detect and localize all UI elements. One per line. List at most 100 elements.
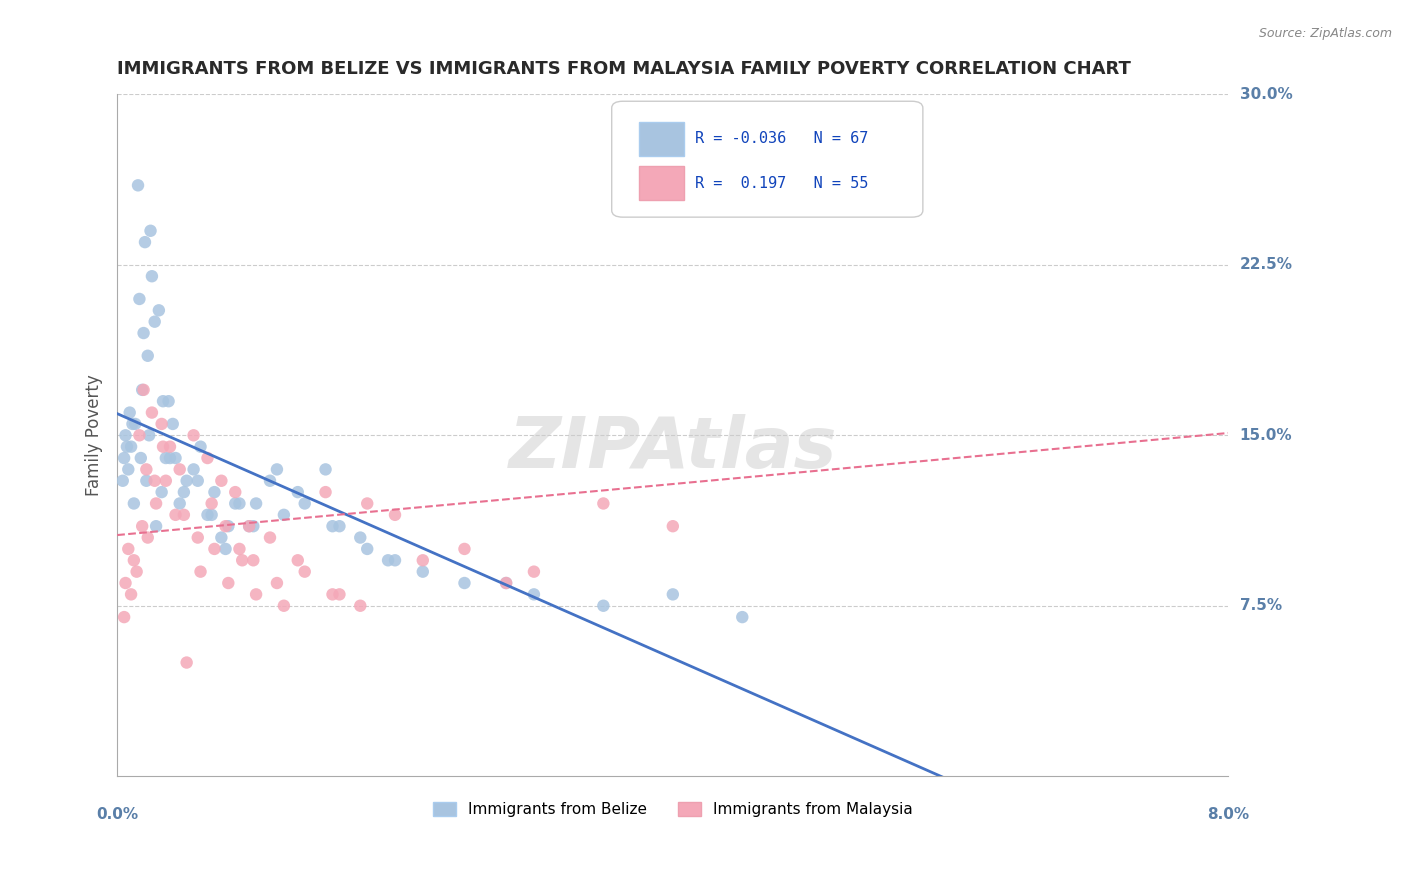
Point: [217, 576, 239, 591]
Point: [190, 565, 212, 579]
Point: [127, 178, 149, 193]
Point: [412, 553, 434, 567]
Point: [129, 450, 152, 465]
Point: [356, 541, 378, 556]
Point: [145, 496, 167, 510]
Point: [132, 326, 155, 340]
Point: [273, 599, 295, 613]
Point: [165, 450, 187, 465]
Point: [148, 303, 170, 318]
Y-axis label: Family Poverty: Family Poverty: [86, 375, 103, 496]
Point: [453, 576, 475, 591]
Point: [150, 485, 173, 500]
Point: [204, 485, 226, 500]
Point: [169, 462, 191, 476]
Point: [523, 565, 546, 579]
Point: [356, 496, 378, 510]
Point: [187, 474, 209, 488]
Point: [273, 508, 295, 522]
Point: [131, 519, 153, 533]
Point: [495, 576, 517, 591]
Point: [128, 428, 150, 442]
Point: [152, 440, 174, 454]
Point: [135, 462, 157, 476]
Point: [122, 553, 145, 567]
Point: [152, 394, 174, 409]
Point: [259, 474, 281, 488]
Point: [384, 553, 406, 567]
Point: [197, 508, 219, 522]
Point: [294, 565, 316, 579]
Point: [209, 474, 232, 488]
Point: [183, 462, 205, 476]
FancyBboxPatch shape: [640, 166, 683, 200]
Point: [377, 553, 399, 567]
Point: [197, 450, 219, 465]
Point: [592, 496, 614, 510]
Point: [245, 496, 267, 510]
Point: [131, 383, 153, 397]
Point: [117, 462, 139, 476]
Text: R =  0.197   N = 55: R = 0.197 N = 55: [695, 176, 869, 191]
Point: [111, 474, 134, 488]
Point: [214, 541, 236, 556]
Point: [238, 519, 260, 533]
Point: [139, 224, 162, 238]
Point: [159, 440, 181, 454]
Point: [143, 315, 166, 329]
Point: [115, 440, 138, 454]
Point: [155, 474, 177, 488]
Point: [201, 508, 224, 522]
Point: [138, 428, 160, 442]
Point: [523, 587, 546, 601]
Point: [173, 485, 195, 500]
Point: [120, 440, 142, 454]
Text: 7.5%: 7.5%: [1240, 599, 1282, 613]
Point: [662, 587, 685, 601]
Point: [143, 474, 166, 488]
Point: [731, 133, 754, 147]
Point: [117, 541, 139, 556]
Point: [125, 565, 148, 579]
Point: [328, 587, 350, 601]
Point: [328, 519, 350, 533]
Point: [135, 474, 157, 488]
Point: [217, 519, 239, 533]
Legend: Immigrants from Belize, Immigrants from Malaysia: Immigrants from Belize, Immigrants from …: [427, 796, 918, 823]
Point: [136, 349, 159, 363]
Point: [592, 599, 614, 613]
Point: [134, 235, 156, 249]
Point: [176, 656, 198, 670]
Point: [112, 610, 135, 624]
Point: [214, 519, 236, 533]
Point: [224, 485, 246, 500]
Text: 8.0%: 8.0%: [1208, 806, 1250, 822]
Point: [266, 462, 288, 476]
Point: [157, 394, 180, 409]
Point: [242, 519, 264, 533]
Point: [294, 496, 316, 510]
Point: [190, 440, 212, 454]
Point: [231, 553, 253, 567]
Point: [112, 450, 135, 465]
FancyBboxPatch shape: [612, 102, 922, 217]
Point: [315, 462, 337, 476]
Point: [224, 496, 246, 510]
Point: [187, 531, 209, 545]
Point: [128, 292, 150, 306]
Point: [259, 531, 281, 545]
Point: [287, 485, 309, 500]
Point: [242, 553, 264, 567]
Text: 22.5%: 22.5%: [1240, 258, 1292, 272]
Point: [412, 565, 434, 579]
Point: [165, 508, 187, 522]
Point: [121, 417, 143, 431]
Point: [118, 406, 141, 420]
Point: [321, 587, 343, 601]
Point: [141, 269, 163, 284]
Point: [453, 541, 475, 556]
Point: [349, 599, 371, 613]
Point: [124, 417, 146, 431]
Point: [141, 406, 163, 420]
Point: [349, 531, 371, 545]
